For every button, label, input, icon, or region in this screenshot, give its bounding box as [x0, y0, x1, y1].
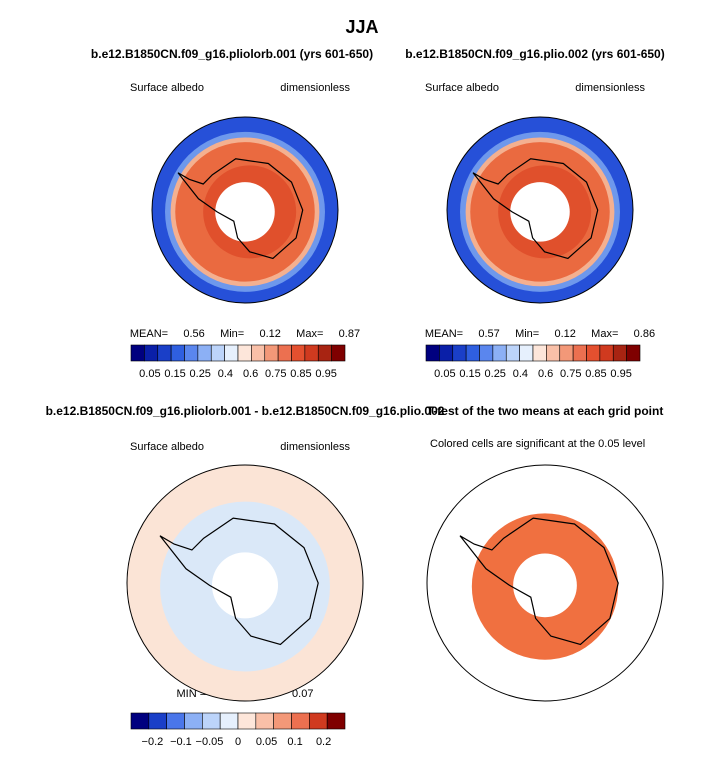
map-region — [510, 182, 570, 242]
colorbar-label: 0.05 — [139, 368, 160, 380]
colorbar-box — [519, 344, 534, 362]
colorbar-box — [130, 344, 145, 362]
colorbar-box — [237, 712, 257, 730]
coastline — [472, 158, 599, 260]
coastline — [159, 517, 319, 646]
map-border — [151, 116, 339, 304]
colorbar-box — [255, 712, 274, 730]
coastline — [177, 158, 304, 260]
colorbar-label: 0 — [235, 736, 241, 748]
units: dimensionless — [280, 82, 350, 94]
units: dimensionless — [280, 441, 350, 453]
colorbar-box — [202, 712, 221, 730]
colorbar-box — [465, 344, 480, 362]
colorbar-box — [144, 344, 159, 362]
colorbar-label: −0.1 — [170, 736, 192, 748]
map-region — [211, 552, 279, 619]
colorbar-label: 0.95 — [610, 368, 631, 380]
colorbar-label: 0.25 — [190, 368, 211, 380]
colorbar-box — [612, 344, 627, 362]
colorbar-box — [166, 712, 185, 730]
colorbar-box — [586, 344, 601, 362]
colorbar-box — [184, 712, 203, 730]
stats: MEAN= 0.56 Min= 0.12 Max= 0.87 — [130, 328, 360, 340]
units: dimensionless — [575, 82, 645, 94]
panel-title: b.e12.B1850CN.f09_g16.pliolorb.001 (yrs … — [91, 47, 373, 61]
colorbar-label: 0.2 — [316, 736, 331, 748]
colorbar-box — [439, 344, 454, 362]
colorbar-box — [572, 344, 587, 362]
colorbar-label: 0.85 — [585, 368, 606, 380]
colorbar-box — [273, 712, 292, 730]
colorbar-box — [184, 344, 199, 362]
colorbar-label: 0.05 — [434, 368, 455, 380]
colorbar-box — [326, 712, 346, 730]
colorbar-box — [317, 344, 332, 362]
colorbar-label: 0.85 — [290, 368, 311, 380]
colorbar-box — [452, 344, 467, 362]
panel-note: Colored cells are significant at the 0.0… — [430, 438, 645, 450]
colorbar-label: 0.6 — [538, 368, 553, 380]
colorbar-box — [170, 344, 185, 362]
colorbar-box — [251, 344, 266, 362]
polar-map — [151, 116, 339, 304]
colorbar-box — [492, 344, 507, 362]
panel-title: T-test of the two means at each grid poi… — [427, 404, 664, 418]
variable-name: Surface albedo — [130, 441, 204, 453]
colorbar-box — [219, 712, 239, 730]
colorbar-box — [599, 344, 614, 362]
polar-map — [426, 464, 664, 702]
colorbar-box — [291, 344, 306, 362]
colorbar-box — [626, 344, 641, 362]
polar-map — [446, 116, 634, 304]
colorbar-box — [277, 344, 292, 362]
colorbar-box — [224, 344, 239, 362]
map-border — [446, 116, 634, 304]
colorbar-label: 0.25 — [485, 368, 506, 380]
colorbar-label: −0.05 — [196, 736, 224, 748]
colorbar-box — [559, 344, 574, 362]
colorbar-label: 0.6 — [243, 368, 258, 380]
panel-title: b.e12.B1850CN.f09_g16.plio.002 (yrs 601-… — [405, 47, 664, 61]
colorbar-label: 0.05 — [256, 736, 277, 748]
colorbar-label: 0.95 — [315, 368, 336, 380]
colorbar-label: 0.1 — [287, 736, 302, 748]
colorbar-box — [157, 344, 172, 362]
colorbar-label: 0.4 — [218, 368, 233, 380]
colorbar-box — [291, 712, 310, 730]
colorbar-box — [309, 712, 328, 730]
polar-map — [126, 464, 364, 702]
colorbar-box — [425, 344, 440, 362]
variable-name: Surface albedo — [425, 82, 499, 94]
map-region — [513, 553, 577, 618]
colorbar-box — [546, 344, 561, 362]
colorbar-box — [130, 712, 150, 730]
coastline — [459, 517, 619, 646]
colorbar-box — [331, 344, 346, 362]
colorbar-box — [237, 344, 252, 362]
colorbar-label: −0.2 — [142, 736, 164, 748]
colorbar-box — [505, 344, 520, 362]
map-border — [426, 464, 664, 702]
stats: MEAN= 0.57 Min= 0.12 Max= 0.86 — [425, 328, 655, 340]
colorbar-label: 0.4 — [513, 368, 528, 380]
figure-title: JJA — [345, 17, 378, 37]
variable-name: Surface albedo — [130, 82, 204, 94]
map-border — [126, 464, 364, 702]
colorbar-label: 0.75 — [265, 368, 286, 380]
colorbar-box — [532, 344, 547, 362]
colorbar-label: 0.75 — [560, 368, 581, 380]
colorbar-box — [264, 344, 279, 362]
colorbar-box — [304, 344, 319, 362]
colorbar-label: 0.15 — [459, 368, 480, 380]
panel-title: b.e12.B1850CN.f09_g16.pliolorb.001 - b.e… — [46, 404, 445, 418]
map-region — [215, 182, 275, 242]
colorbar-label: 0.15 — [164, 368, 185, 380]
colorbar-box — [148, 712, 167, 730]
colorbar-box — [479, 344, 494, 362]
colorbar-box — [210, 344, 225, 362]
colorbar-box — [197, 344, 212, 362]
